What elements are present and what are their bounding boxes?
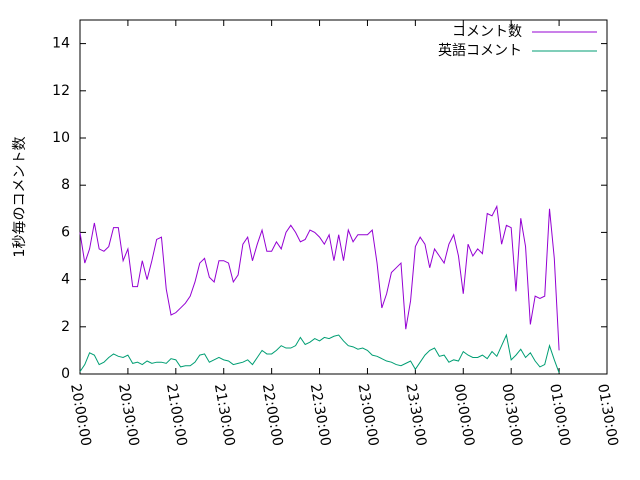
series-line xyxy=(79,204,560,351)
x-tick-label: 23:30:00 xyxy=(402,383,429,448)
series-line xyxy=(79,333,560,373)
legend-label: 英語コメント xyxy=(438,42,522,59)
y-tick-label: 6 xyxy=(61,224,70,240)
plot-frame xyxy=(79,19,608,375)
x-tick-label: 20:00:00 xyxy=(67,383,94,448)
x-tick-label: 21:30:00 xyxy=(211,383,238,448)
x-tick-label: 01:30:00 xyxy=(594,383,621,448)
x-tick-label: 23:00:00 xyxy=(355,383,382,448)
x-tick-label: 00:00:00 xyxy=(450,383,477,448)
x-tick-label: 22:00:00 xyxy=(259,383,286,448)
y-tick-label: 10 xyxy=(52,130,70,146)
y-tick-label: 14 xyxy=(52,36,70,52)
x-tick-label: 20:30:00 xyxy=(115,383,142,448)
x-tick-label: 00:30:00 xyxy=(498,383,525,448)
y-tick-label: 8 xyxy=(61,177,70,193)
x-tick-label: 22:30:00 xyxy=(307,383,334,448)
y-tick-label: 0 xyxy=(61,366,70,382)
y-tick-label: 2 xyxy=(61,319,70,335)
y-tick-label: 12 xyxy=(52,83,70,99)
y-axis-label: 1秒毎のコメント数 xyxy=(12,137,28,258)
x-tick-label: 21:00:00 xyxy=(163,383,190,448)
x-tick-label: 01:00:00 xyxy=(546,383,573,448)
y-tick-label: 4 xyxy=(61,272,70,288)
legend-label: コメント数 xyxy=(452,24,522,40)
